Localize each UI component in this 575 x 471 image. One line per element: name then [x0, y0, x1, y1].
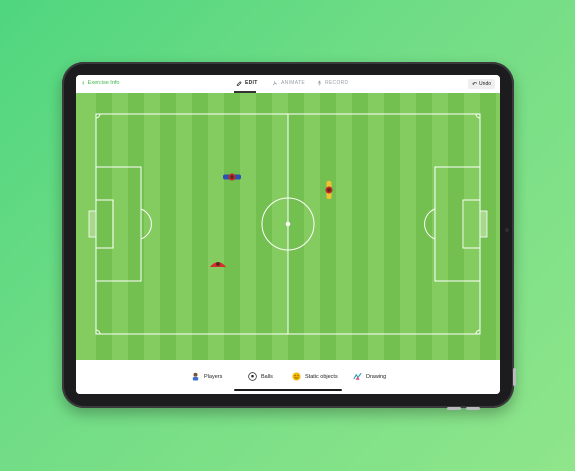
tool-label: Static objects: [305, 373, 338, 380]
home-indicator[interactable]: [234, 389, 342, 391]
tab-edit[interactable]: EDIT: [236, 80, 258, 86]
players-tool[interactable]: Players: [191, 372, 222, 381]
top-button: [447, 407, 461, 410]
chevron-left-icon: ‹: [82, 78, 85, 87]
left-goal: [88, 210, 97, 238]
camera: [505, 228, 509, 232]
drawing-icon: [353, 372, 362, 381]
smiley-icon: [292, 372, 301, 381]
player-blue[interactable]: [223, 173, 241, 181]
player-icon: [191, 372, 200, 381]
tab-record[interactable]: RECORD: [317, 80, 348, 86]
player-red[interactable]: [210, 262, 226, 267]
player-yellow[interactable]: [325, 181, 333, 199]
right-goal: [479, 210, 488, 238]
bottom-toolbar: Players Balls Static objects: [76, 360, 500, 394]
soccer-ball-icon: [248, 372, 257, 381]
tab-label: ANIMATE: [281, 80, 305, 86]
edit-icon: [236, 81, 242, 86]
side-button: [513, 368, 516, 386]
tab-label: EDIT: [245, 80, 258, 86]
pitch-drawing: [76, 93, 500, 360]
soccer-pitch-canvas[interactable]: [76, 93, 500, 360]
back-label: Exercise Info: [87, 80, 120, 86]
back-button[interactable]: ‹ Exercise Info: [82, 79, 119, 87]
active-tab-indicator: [234, 91, 256, 93]
tool-label: Players: [204, 373, 223, 380]
static-objects-tool[interactable]: Static objects: [292, 372, 338, 381]
microphone-icon: [317, 80, 322, 86]
mode-tabs: EDIT ANIMATE RECORD: [76, 75, 500, 93]
undo-button[interactable]: ↶ Undo: [468, 79, 495, 89]
tool-label: Drawing: [366, 373, 387, 380]
app-screen: ‹ Exercise Info EDIT ANIMATE: [76, 75, 500, 394]
tab-animate[interactable]: ANIMATE: [272, 80, 305, 86]
tab-label: RECORD: [325, 80, 349, 86]
balls-tool[interactable]: Balls: [248, 372, 273, 381]
run-icon: [272, 81, 278, 86]
undo-icon: ↶: [472, 81, 478, 88]
top-button: [466, 407, 480, 410]
tool-label: Balls: [261, 373, 273, 380]
undo-label: Undo: [479, 81, 491, 87]
top-bar: ‹ Exercise Info EDIT ANIMATE: [76, 75, 500, 94]
drawing-tool[interactable]: Drawing: [353, 372, 386, 381]
